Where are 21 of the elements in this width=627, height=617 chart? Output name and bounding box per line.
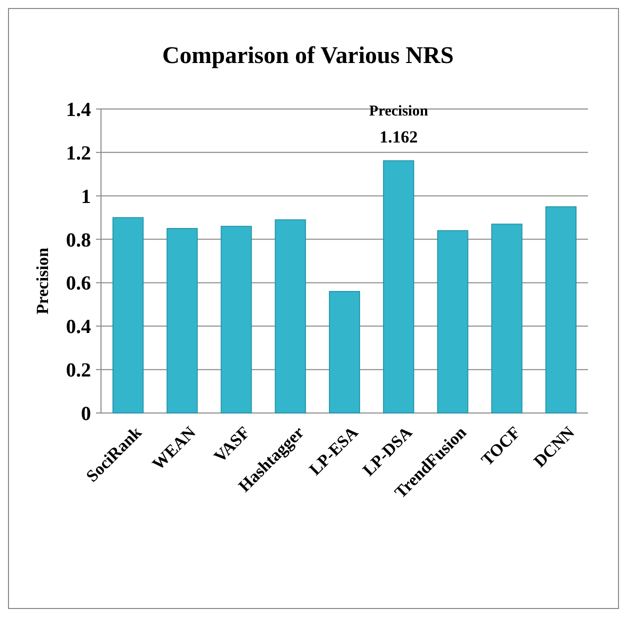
bar	[274, 219, 306, 414]
y-tick-label: 0.4	[66, 316, 91, 338]
chart-title: Comparison of Various NRS	[162, 43, 454, 69]
y-axis-title: Precision	[33, 247, 52, 314]
bar	[328, 291, 360, 414]
bar	[491, 224, 522, 414]
y-tick-label: 0.6	[66, 272, 91, 295]
y-tick-label: 1	[81, 186, 91, 208]
data-label: 1.162	[379, 128, 418, 147]
bar	[383, 160, 414, 414]
annotation: Precision	[369, 104, 429, 120]
y-tick-label: 0	[81, 403, 91, 425]
y-tick-label: 0.8	[66, 229, 91, 252]
bar	[112, 217, 144, 414]
bar	[437, 230, 468, 414]
bar	[166, 228, 198, 414]
y-tick-label: 1.2	[66, 142, 91, 164]
y-tick-label: 1.4	[66, 99, 91, 121]
bar	[220, 226, 252, 414]
bar	[545, 206, 576, 414]
y-tick-label: 0.2	[66, 360, 91, 382]
